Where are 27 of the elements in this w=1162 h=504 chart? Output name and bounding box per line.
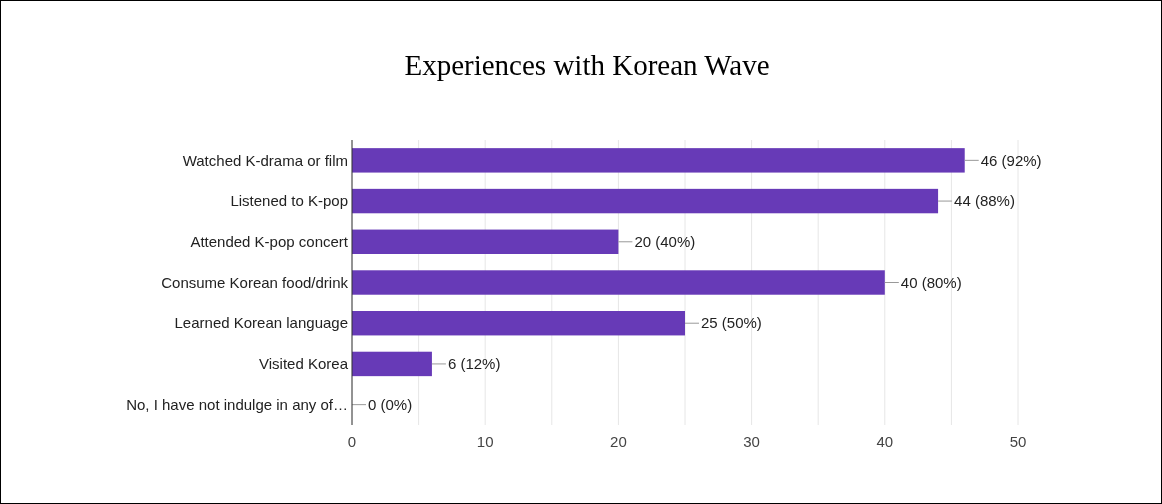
data-label: 0 (0%) bbox=[368, 395, 413, 413]
bar bbox=[352, 229, 619, 254]
data-label: 20 (40%) bbox=[634, 233, 696, 251]
y-tick-label: Watched K-drama or film bbox=[182, 151, 348, 169]
x-tick-label: 30 bbox=[743, 433, 760, 450]
y-tick-label: Consume Korean food/drink bbox=[161, 273, 349, 291]
data-label: 25 (50%) bbox=[701, 314, 762, 332]
data-label: 46 (92%) bbox=[980, 151, 1042, 169]
bar bbox=[352, 351, 432, 377]
y-tick-label: Attended K-pop concert bbox=[190, 233, 349, 251]
y-tick-label: No, I have not indulge in any of… bbox=[126, 395, 348, 413]
bar bbox=[352, 188, 939, 214]
x-tick-label: 0 bbox=[347, 433, 357, 450]
x-tick-label: 50 bbox=[1009, 433, 1027, 450]
bar bbox=[352, 148, 965, 173]
chart-title: Experiences with Korean Wave bbox=[404, 49, 770, 81]
x-tick-label: 40 bbox=[876, 433, 894, 450]
y-tick-label: Learned Korean language bbox=[174, 314, 348, 332]
y-tick-label: Visited Korea bbox=[259, 355, 349, 373]
y-tick-label: Listened to K-pop bbox=[230, 192, 348, 210]
bar bbox=[352, 270, 885, 295]
bar bbox=[352, 311, 685, 336]
x-tick-label: 10 bbox=[476, 433, 494, 450]
x-tick-label: 20 bbox=[610, 433, 627, 450]
data-label: 40 (80%) bbox=[900, 273, 962, 291]
data-label: 6 (12%) bbox=[447, 355, 501, 373]
data-label: 44 (88%) bbox=[954, 192, 1015, 210]
